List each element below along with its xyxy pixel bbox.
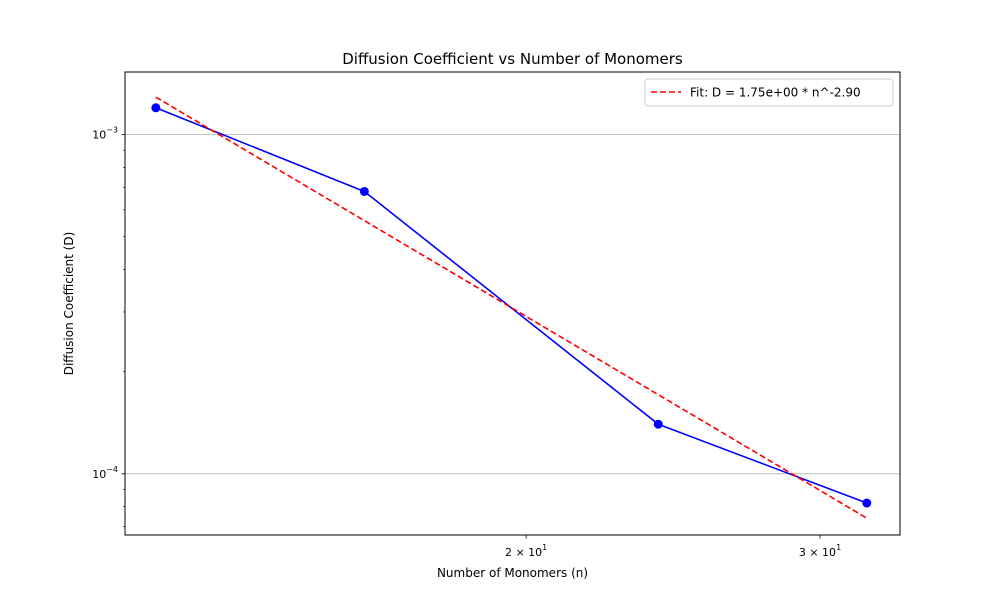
- grid-layer: [125, 134, 900, 475]
- chart-title: Diffusion Coefficient vs Number of Monom…: [342, 50, 683, 68]
- x-tick-label: 2 × 101: [505, 543, 547, 559]
- x-axis-label: Number of Monomers (n): [437, 566, 588, 580]
- tick-layer: 10−4 10−3 2 × 101 3 × 101: [92, 126, 841, 559]
- data-point: [151, 103, 161, 113]
- legend: Fit: D = 1.75e+00 * n^-2.90: [644, 78, 894, 107]
- legend-box: [644, 78, 894, 107]
- fit-line: [155, 96, 868, 519]
- data-line: [155, 107, 868, 504]
- data-point: [359, 186, 369, 196]
- y-tick-label: 10−4: [92, 465, 118, 481]
- series-layer: [151, 96, 872, 519]
- y-tick-label: 10−3: [92, 126, 118, 142]
- x-tick-label: 3 × 101: [799, 543, 841, 559]
- data-point: [653, 419, 663, 429]
- data-point: [862, 498, 872, 508]
- plot-frame: [124, 71, 901, 536]
- legend-fit-label: Fit: D = 1.75e+00 * n^-2.90: [690, 86, 861, 100]
- y-axis-label: Diffusion Coefficient (D): [62, 232, 76, 376]
